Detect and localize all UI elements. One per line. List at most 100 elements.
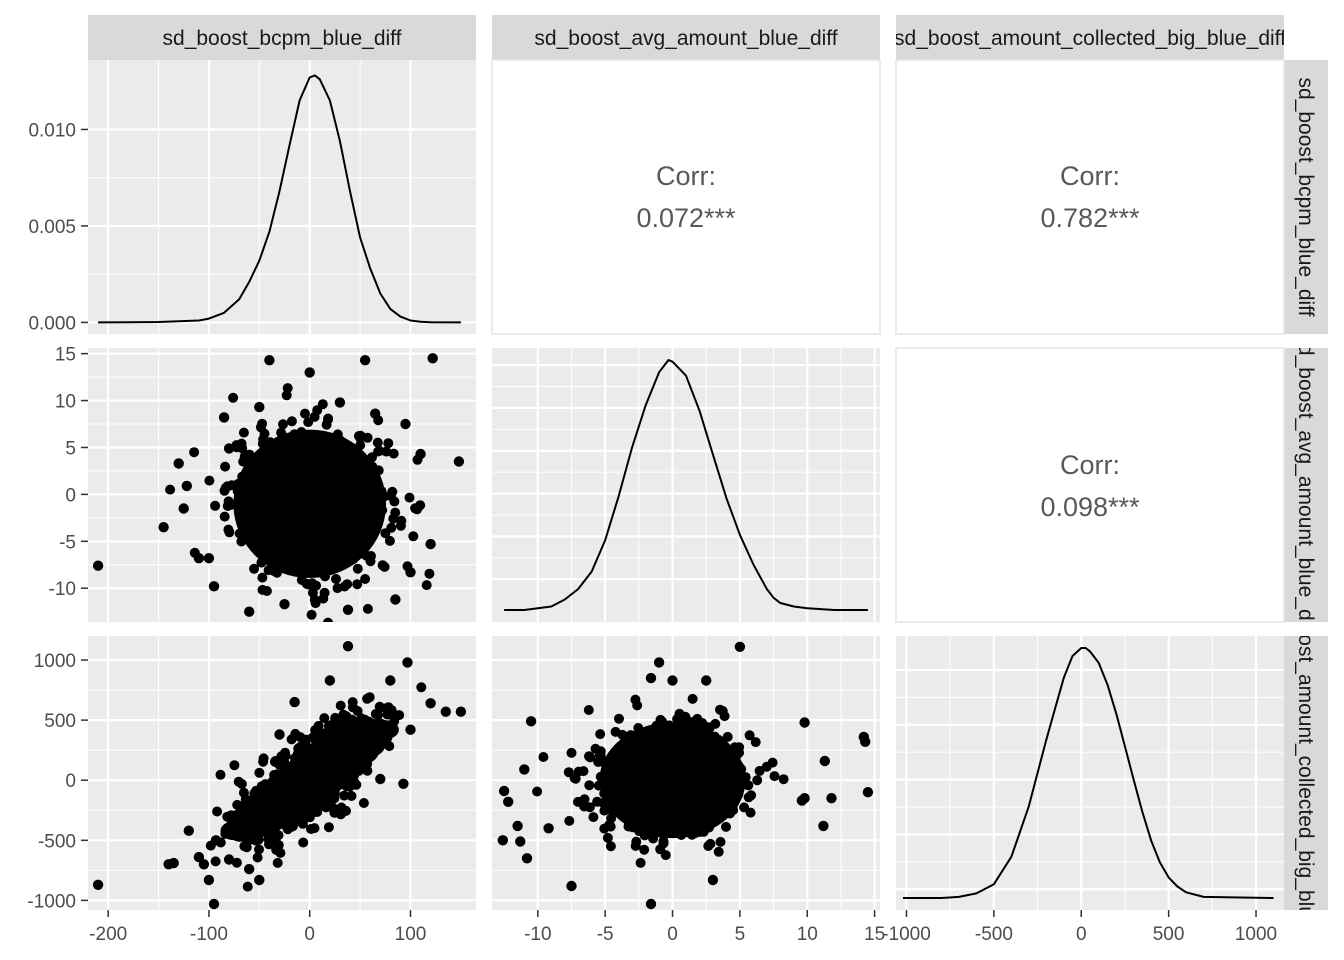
- scatter-point: [424, 568, 435, 579]
- strip-row-2-label: sd_boost_amount_collected_big_blue_diff: [1294, 577, 1317, 960]
- scatter-point: [566, 747, 577, 758]
- scatter-point: [363, 733, 374, 743]
- panel-background: [88, 60, 476, 334]
- scatter-point: [249, 563, 260, 574]
- scatter-point: [705, 773, 716, 784]
- scatter-point: [289, 696, 300, 708]
- scatter-point: [238, 456, 249, 467]
- scatter-point: [692, 713, 703, 724]
- scatter-point: [299, 774, 310, 785]
- scatter-point: [616, 750, 627, 761]
- scatter-point: [644, 769, 655, 779]
- y-tick-label: 0: [65, 485, 76, 506]
- scatter-point: [713, 846, 724, 857]
- scatter-point: [385, 675, 396, 686]
- y-tick-label: -500: [38, 831, 76, 852]
- scatter-point: [312, 787, 323, 798]
- scatter-point: [796, 795, 808, 806]
- scatter-point: [343, 544, 354, 555]
- scatter-point: [377, 505, 388, 516]
- scatter-point: [300, 534, 311, 545]
- scatter-point: [238, 495, 249, 506]
- scatter-point: [92, 879, 104, 890]
- scatter-point: [254, 874, 265, 886]
- scatter-point: [584, 802, 595, 813]
- x-tick-label: 100: [395, 924, 427, 945]
- scatter-point: [598, 798, 609, 808]
- scatter-point: [720, 776, 731, 787]
- y-tick-label: -10: [49, 579, 76, 600]
- scatter-point: [269, 555, 280, 566]
- scatter-point: [294, 794, 305, 805]
- x-tick-label: 1000: [1235, 924, 1277, 945]
- scatter-point: [707, 874, 719, 886]
- scatter-point: [657, 801, 668, 812]
- scatter-point: [322, 782, 333, 793]
- scatter-point: [240, 796, 251, 807]
- scatter-point: [826, 793, 837, 804]
- scatter-point: [338, 709, 349, 720]
- scatter-point: [356, 757, 367, 768]
- scatter-point: [322, 796, 333, 807]
- scatter-point: [273, 438, 283, 449]
- strip-row-1: sd_boost_avg_amount_blue_diff: [1284, 348, 1328, 622]
- scatter-point: [178, 503, 189, 514]
- scatter-point: [269, 488, 280, 499]
- scatter-point: [750, 737, 761, 748]
- scatter-point: [640, 785, 651, 796]
- scatter-point: [313, 513, 324, 524]
- scatter-point: [726, 805, 737, 816]
- scatter-point: [254, 767, 265, 778]
- scatter-point: [252, 514, 263, 525]
- scatter-point: [317, 439, 328, 450]
- scatter-point: [288, 804, 299, 815]
- scatter-point: [309, 594, 320, 605]
- scatter-point: [612, 806, 623, 817]
- y-tick-label: -1000: [27, 891, 76, 912]
- scatter-point: [405, 724, 416, 735]
- scatter-point: [223, 854, 235, 865]
- scatter-point: [241, 522, 252, 533]
- scatter-point: [367, 461, 378, 472]
- scatter-point: [317, 477, 328, 488]
- scatter-point: [269, 534, 280, 545]
- panel-density-0: [88, 60, 476, 334]
- scatter-point: [297, 810, 308, 821]
- scatter-point: [286, 821, 297, 832]
- scatter-point: [244, 606, 255, 617]
- scatter-point: [352, 706, 363, 716]
- scatter-point: [232, 827, 243, 838]
- scatter-point: [346, 791, 357, 801]
- scatter-point: [283, 794, 294, 805]
- scatter-point: [635, 793, 646, 804]
- scatter-point: [212, 806, 223, 817]
- scatter-point: [681, 815, 692, 826]
- scatter-point: [642, 822, 653, 833]
- scatter-point: [269, 566, 280, 577]
- scatter-point: [719, 711, 730, 722]
- strip-row-0-label: sd_boost_bcpm_blue_diff: [1294, 78, 1317, 317]
- scatter-point: [342, 604, 354, 615]
- y-tick-label: 10: [55, 392, 76, 413]
- scatter-point: [282, 771, 293, 782]
- scatter-point: [313, 720, 324, 731]
- scatter-point: [173, 458, 184, 469]
- scatter-point: [323, 822, 334, 833]
- scatter-point: [799, 717, 810, 728]
- y-tick-label: 0.005: [28, 217, 76, 238]
- x-tick-label: -5: [597, 924, 614, 945]
- scatter-point: [862, 787, 874, 798]
- scatter-point: [734, 641, 746, 652]
- scatter-point: [318, 465, 329, 475]
- scatter-point: [595, 771, 606, 782]
- scatter-point: [189, 447, 200, 458]
- scatter-point: [688, 721, 699, 732]
- scatter-point: [667, 793, 678, 804]
- scatter-point: [599, 757, 609, 768]
- scatter-point: [687, 693, 698, 704]
- scatter-point: [362, 693, 373, 704]
- scatter-point: [680, 711, 691, 722]
- scatter-point: [716, 793, 727, 804]
- scatter-point: [404, 492, 415, 503]
- scatter-point: [521, 853, 533, 864]
